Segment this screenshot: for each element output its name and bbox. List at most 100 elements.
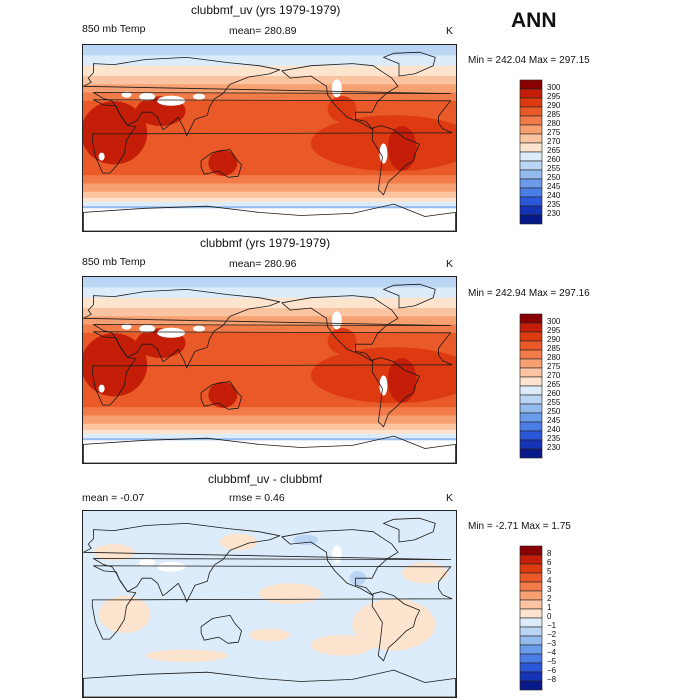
field-band	[83, 65, 456, 77]
colorbar-tick-label: −3	[547, 639, 557, 648]
colorbar-swatch	[519, 331, 543, 342]
colorbar-tick-label: 300	[547, 317, 561, 326]
field-band	[83, 316, 456, 326]
colorbar-swatch	[519, 160, 543, 171]
warm-anomaly	[402, 562, 448, 584]
colorbar-swatch	[519, 662, 543, 673]
colorbar-tick-label: 230	[547, 209, 561, 218]
field-band	[83, 183, 456, 193]
field-band	[83, 429, 456, 435]
colorbar-swatch	[519, 563, 543, 574]
panel-3-units: K	[446, 492, 454, 504]
warm-anomaly	[219, 533, 258, 551]
masked-region	[331, 311, 342, 330]
masked-region	[98, 152, 105, 161]
colorbar-tick-label: −5	[547, 657, 557, 666]
field-band	[83, 423, 456, 431]
colorbar-tick-label: 265	[547, 146, 561, 155]
panel-2-map	[82, 276, 457, 464]
colorbar-tick-label: 240	[547, 191, 561, 200]
panel-2-colorbar: 300 295 290 285 280 275 270 265 260 255 250 245 240 2…	[519, 313, 560, 464]
warm-anomaly	[248, 628, 291, 642]
colorbar-swatch	[519, 79, 543, 90]
colorbar-tick-label: 280	[547, 353, 561, 362]
colorbar-tick-label: −8	[547, 675, 557, 684]
coastline	[83, 522, 452, 603]
warm-region	[310, 115, 456, 172]
colorbar-tick-label: 230	[547, 443, 561, 452]
colorbar-swatch	[519, 653, 543, 664]
warm-region	[387, 358, 417, 403]
warm-region	[208, 381, 238, 408]
masked-region	[193, 325, 206, 332]
colorbar-swatch	[519, 644, 543, 655]
map-canvas	[83, 277, 456, 463]
colorbar-swatch	[519, 142, 543, 153]
field-band	[83, 191, 456, 199]
masked-region	[139, 324, 156, 333]
colorbar-swatch	[519, 169, 543, 180]
coastline	[83, 56, 452, 137]
colorbar-swatch	[519, 196, 543, 207]
colorbar-tick-label: 275	[547, 362, 561, 371]
warm-region	[310, 347, 456, 404]
colorbar-tick-label: 255	[547, 398, 561, 407]
coastline	[383, 283, 436, 309]
coastline	[371, 591, 421, 662]
colorbar-swatch	[519, 133, 543, 144]
field-band	[83, 175, 456, 184]
coastline	[371, 357, 421, 428]
masked-region	[139, 558, 156, 567]
colorbar-tick-label: 245	[547, 416, 561, 425]
masked-region	[139, 92, 156, 101]
panel-3-map	[82, 510, 457, 698]
colorbar-swatch	[519, 124, 543, 135]
colorbar-swatches	[519, 313, 543, 459]
masked-region	[157, 561, 186, 572]
colorbar-swatch	[519, 430, 543, 441]
colorbar-swatch	[519, 151, 543, 162]
colorbar-tick-label: 260	[547, 155, 561, 164]
colorbar-swatch	[519, 671, 543, 682]
colorbar-swatch	[519, 187, 543, 198]
colorbar-swatch	[519, 626, 543, 637]
coastline	[200, 149, 242, 178]
colorbar-swatches	[519, 79, 543, 225]
colorbar-tick-label: 245	[547, 182, 561, 191]
colorbar-swatch	[519, 599, 543, 610]
colorbar-tick-label: 270	[547, 137, 561, 146]
warm-region	[387, 126, 417, 171]
panel-2-variable: 850 mb Temp	[82, 256, 146, 268]
field-band	[83, 407, 456, 416]
colorbar-swatch	[519, 554, 543, 565]
colorbar-swatch	[519, 590, 543, 601]
coastline	[83, 435, 456, 463]
map-canvas	[83, 45, 456, 231]
warm-region	[83, 333, 148, 397]
field-band	[83, 434, 456, 439]
coastline	[383, 517, 436, 543]
masked-region	[121, 323, 132, 330]
masked-region	[331, 79, 342, 98]
panel-1-colorbar: 300 295 290 285 280 275 270 265 260 255 250 245 240 2…	[519, 79, 560, 230]
warm-region	[83, 101, 148, 165]
colorbar-swatch	[519, 358, 543, 369]
masked-region	[379, 375, 388, 396]
colorbar-swatches	[519, 545, 543, 691]
field-band	[83, 84, 456, 94]
masked-region	[379, 143, 388, 164]
map-canvas	[83, 511, 456, 697]
season-label: ANN	[511, 9, 557, 32]
coastline	[83, 288, 452, 369]
coastline	[371, 125, 421, 196]
colorbar-swatch	[519, 97, 543, 108]
colorbar-swatch	[519, 214, 543, 225]
warm-region	[327, 328, 357, 355]
colorbar-swatch	[519, 106, 543, 117]
panel-2-title: clubbmf (yrs 1979-1979)	[200, 236, 331, 250]
masked-region	[98, 384, 105, 393]
colorbar-tick-label: 285	[547, 110, 561, 119]
colorbar-tick-label: 285	[547, 344, 561, 353]
field-band	[83, 308, 456, 317]
